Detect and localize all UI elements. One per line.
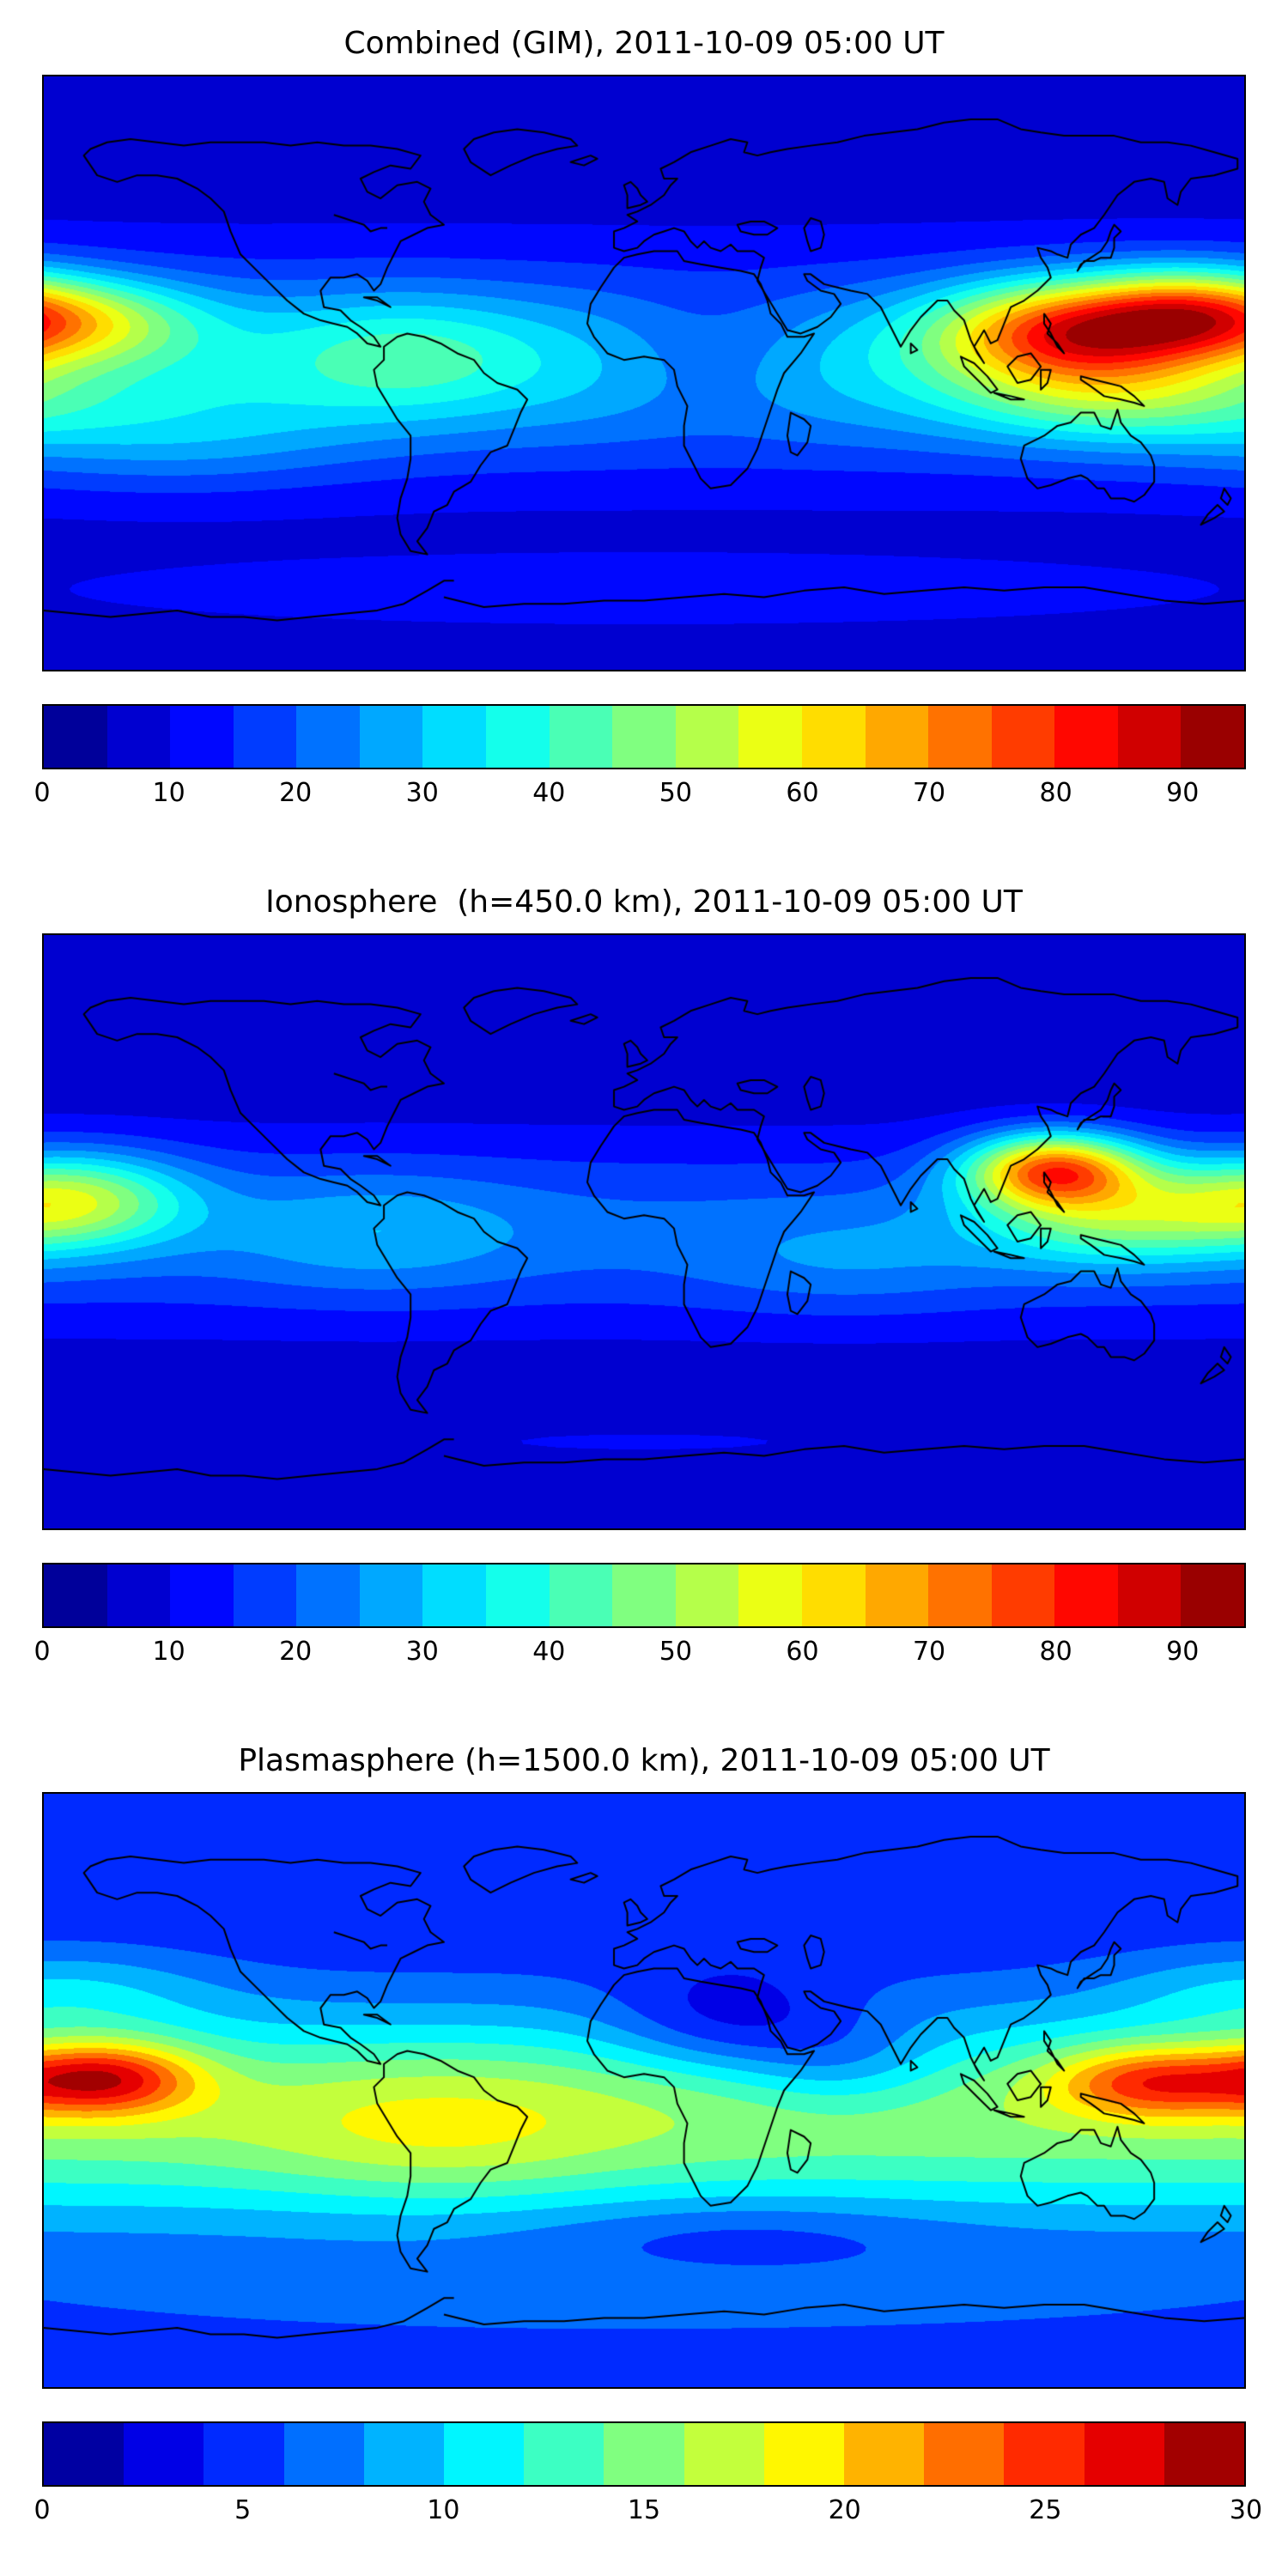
colorbar-tick-label: 50: [659, 1637, 692, 1667]
colorbar-tick-label: 10: [152, 778, 185, 808]
colorbar-segment: [549, 1564, 613, 1626]
colorbar-segment: [991, 1564, 1055, 1626]
panel-combined-gim: Combined (GIM), 2011-10-09 05:00 UT 0 10 2…: [0, 0, 1288, 859]
colorbar-segment: [363, 2423, 445, 2485]
colorbar-segment: [444, 2423, 525, 2485]
colorbar-segment: [801, 706, 866, 768]
colorbar-tick-label: 60: [786, 778, 819, 808]
world-tec-map-canvas-plasmasphere: [42, 1792, 1246, 2389]
panel-ionosphere: Ionosphere (h=450.0 km), 2011-10-09 05:0…: [0, 859, 1288, 1717]
colorbar-segment: [1084, 2423, 1164, 2485]
chart-title-plasmasphere: Plasmasphere (h=1500.0 km), 2011-10-09 0…: [238, 1743, 1050, 1778]
colorbar-segment: [359, 1564, 423, 1626]
colorbar-tick-label: 25: [1029, 2495, 1062, 2525]
colorbar-tick-label: 40: [532, 1637, 566, 1667]
colorbar-segment: [296, 706, 360, 768]
colorbar-segment: [612, 1564, 676, 1626]
colorbar-tick-label: 50: [659, 778, 692, 808]
colorbar-tick-label: 0: [33, 2495, 51, 2525]
colorbar-segment: [928, 1564, 992, 1626]
colorbar-tick-label: 40: [532, 778, 566, 808]
colorbar-plasmasphere: [42, 2421, 1246, 2487]
colorbar-tick-label: 60: [786, 1637, 819, 1667]
colorbar-segment: [359, 706, 423, 768]
colorbar-tick-labels-combined: 0 10 20 30 40 50 60 70 80 90: [33, 771, 1246, 816]
colorbar-segment: [233, 1564, 297, 1626]
colorbar-segment: [1054, 706, 1118, 768]
colorbar-tick-label: 30: [405, 1637, 439, 1667]
colorbar-segment: [44, 1564, 107, 1626]
colorbar-tick-label: 5: [234, 2495, 252, 2525]
colorbar-tick-labels-plasmasphere: 0 5 10 15 20 25 30: [33, 2488, 1262, 2533]
colorbar-segment: [1117, 1564, 1182, 1626]
colorbar-segment: [763, 2423, 845, 2485]
colorbar-combined: [42, 704, 1246, 769]
colorbar-tick-label: 30: [405, 778, 439, 808]
colorbar-segment: [1117, 706, 1182, 768]
colorbar-segment: [422, 706, 487, 768]
colorbar-segment: [170, 706, 234, 768]
colorbar-tick-label: 15: [627, 2495, 661, 2525]
chart-title-ionosphere: Ionosphere (h=450.0 km), 2011-10-09 05:0…: [265, 884, 1023, 920]
colorbar-tick-label: 80: [1039, 778, 1072, 808]
panel-plasmasphere: Plasmasphere (h=1500.0 km), 2011-10-09 0…: [0, 1717, 1288, 2576]
colorbar-segment: [865, 1564, 929, 1626]
colorbar-segment: [106, 1564, 171, 1626]
world-tec-map-canvas-ionosphere: [42, 933, 1246, 1530]
colorbar-segment: [991, 706, 1055, 768]
colorbar-segment: [486, 706, 550, 768]
colorbar-segment: [801, 1564, 866, 1626]
colorbar-segment: [124, 2423, 204, 2485]
colorbar-tick-label: 30: [1229, 2495, 1263, 2525]
colorbar-segment: [844, 2423, 925, 2485]
colorbar-segment: [738, 1564, 802, 1626]
colorbar-segment: [283, 2423, 364, 2485]
colorbar-segment: [296, 1564, 360, 1626]
colorbar-segment: [924, 2423, 1005, 2485]
colorbar-tick-label: 70: [912, 1637, 946, 1667]
colorbar-tick-label: 80: [1039, 1637, 1072, 1667]
colorbar-segment: [675, 706, 739, 768]
colorbar-segment: [612, 706, 676, 768]
colorbar-segment: [422, 1564, 487, 1626]
colorbar-segment: [44, 2423, 125, 2485]
colorbar-segment: [865, 706, 929, 768]
colorbar-tick-label: 10: [427, 2495, 460, 2525]
world-tec-map-canvas-combined: [42, 75, 1246, 671]
colorbar-tick-label: 20: [279, 1637, 313, 1667]
colorbar-ionosphere: [42, 1563, 1246, 1628]
colorbar-tick-label: 0: [33, 778, 51, 808]
colorbar-tick-label: 20: [828, 2495, 861, 2525]
colorbar-segment: [675, 1564, 739, 1626]
colorbar-segment: [486, 1564, 550, 1626]
colorbar-segment: [1181, 1564, 1244, 1626]
colorbar-segment: [44, 706, 107, 768]
colorbar-segment: [1163, 2423, 1245, 2485]
colorbar-segment: [1181, 706, 1244, 768]
colorbar-tick-labels-ionosphere: 0 10 20 30 40 50 60 70 80 90: [33, 1630, 1246, 1674]
colorbar-segment: [1054, 1564, 1118, 1626]
colorbar-segment: [204, 2423, 284, 2485]
colorbar-tick-label: 70: [912, 778, 946, 808]
colorbar-segment: [233, 706, 297, 768]
colorbar-tick-label: 90: [1166, 778, 1200, 808]
colorbar-segment: [106, 706, 171, 768]
colorbar-segment: [928, 706, 992, 768]
colorbar-segment: [683, 2423, 764, 2485]
colorbar-segment: [1004, 2423, 1084, 2485]
colorbar-tick-label: 0: [33, 1637, 51, 1667]
colorbar-segment: [738, 706, 802, 768]
colorbar-tick-label: 20: [279, 778, 313, 808]
colorbar-tick-label: 10: [152, 1637, 185, 1667]
colorbar-segment: [524, 2423, 605, 2485]
colorbar-tick-label: 90: [1166, 1637, 1200, 1667]
colorbar-segment: [604, 2423, 684, 2485]
chart-title-combined: Combined (GIM), 2011-10-09 05:00 UT: [343, 26, 945, 61]
colorbar-segment: [170, 1564, 234, 1626]
colorbar-segment: [549, 706, 613, 768]
